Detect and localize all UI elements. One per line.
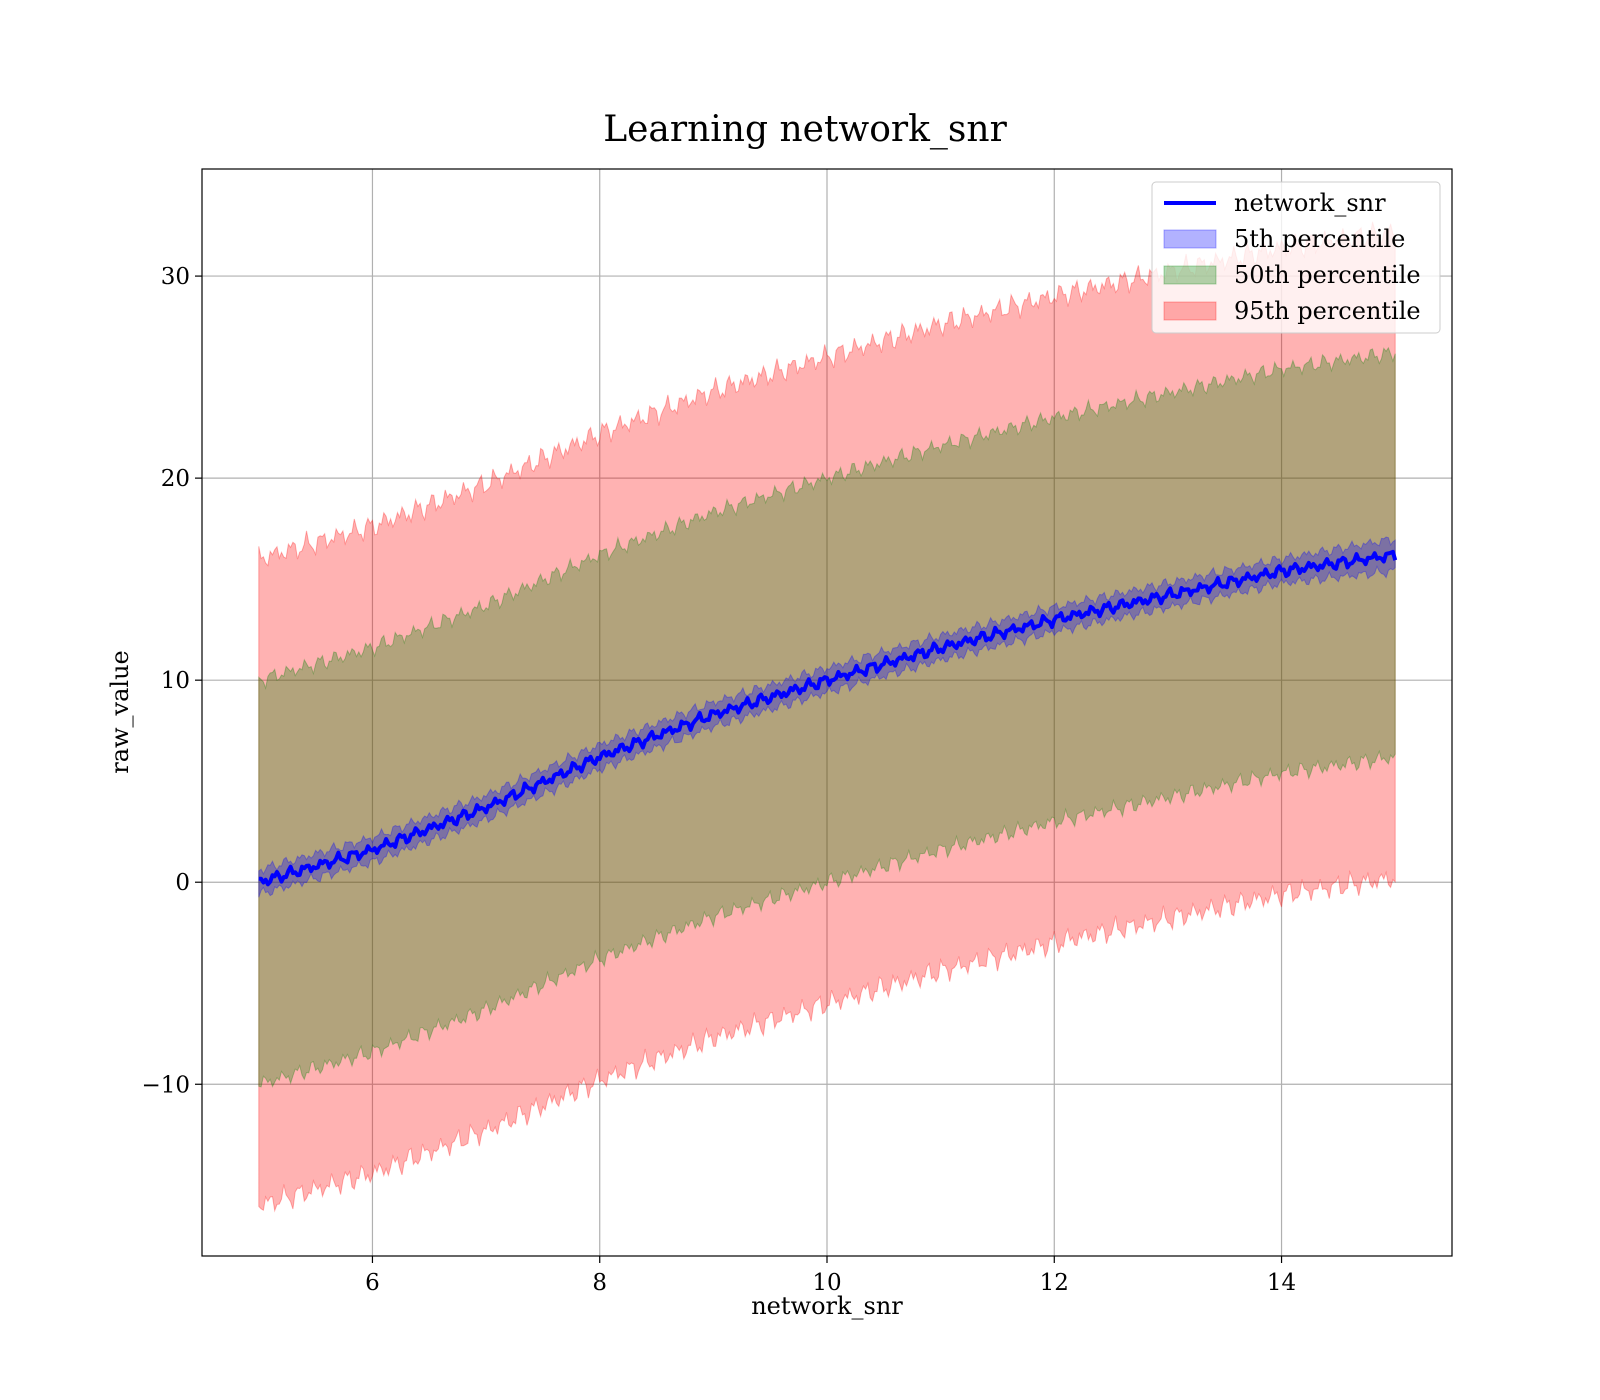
legend-label-95th-percentile: 95th percentile [1234, 297, 1421, 325]
legend-box [1151, 181, 1441, 334]
x-tick-label: 10 [812, 1270, 841, 1296]
x-tick-label: 8 [592, 1270, 607, 1296]
x-tick-label: 6 [365, 1270, 380, 1296]
axis-ticks: 6 8 10 12 14 −10 0 10 20 30 [141, 264, 1296, 1296]
chart-title: Learning network_snr [603, 109, 1007, 150]
chart-legend: network_snr 5th percentile 50th percentile… [1151, 181, 1441, 334]
y-tick-label: −10 [141, 1072, 190, 1098]
legend-swatch-50th-percentile [1163, 265, 1217, 285]
series-line-network-snr [258, 549, 1398, 887]
percentile-bands [258, 221, 1396, 1213]
x-tick-label: 14 [1267, 1270, 1296, 1296]
legend-swatch-95th-percentile [1163, 301, 1217, 321]
legend-swatch-5th-percentile [1163, 229, 1217, 249]
x-axis-label: network_snr [751, 1292, 903, 1320]
y-tick-label: 20 [161, 466, 190, 492]
y-tick-label: 10 [161, 668, 190, 694]
y-tick-label: 30 [161, 264, 190, 290]
legend-label-network-snr: network_snr [1234, 189, 1386, 217]
legend-label-5th-percentile: 5th percentile [1234, 225, 1405, 253]
band-95th-percentile [258, 221, 1396, 1213]
legend-entries: network_snr 5th percentile 50th percentile… [1163, 189, 1421, 325]
x-tick-label: 12 [1040, 1270, 1069, 1296]
legend-label-50th-percentile: 50th percentile [1234, 261, 1421, 289]
band-50th-percentile [258, 346, 1396, 1088]
y-axis-label: raw_value [106, 650, 134, 774]
y-tick-label: 0 [175, 870, 190, 896]
band-5th-percentile [258, 536, 1396, 898]
series-lines [258, 549, 1398, 887]
